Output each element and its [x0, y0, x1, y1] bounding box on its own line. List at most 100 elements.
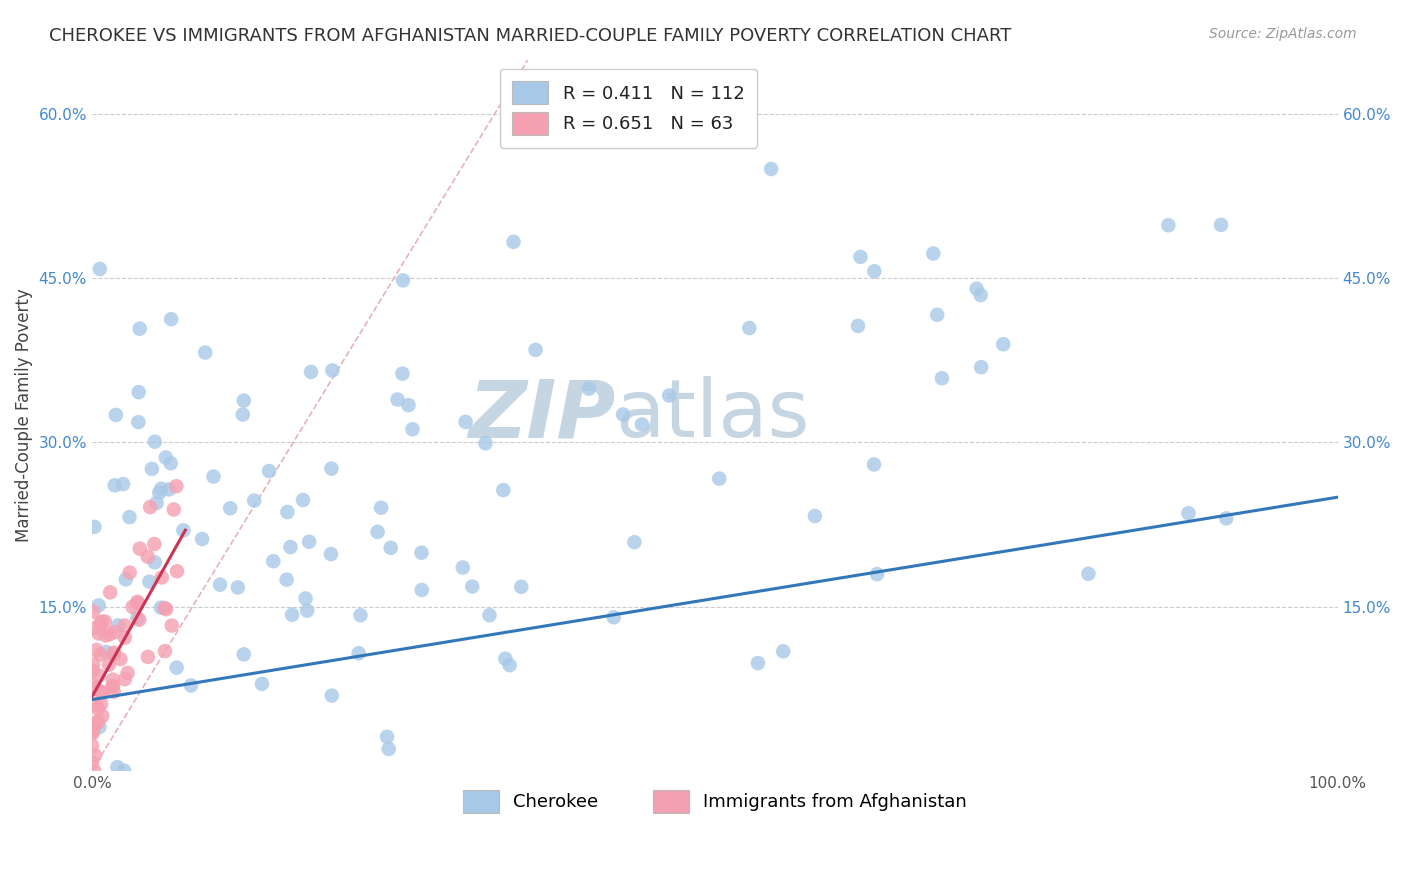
Point [83, 679, 105, 693]
Point [127, 596, 149, 610]
Point [370, 500, 392, 515]
Point [931, 371, 953, 385]
Point [83, 715, 105, 730]
Point [319, 547, 342, 561]
Point [922, 246, 945, 260]
Point [602, 610, 624, 624]
Point [658, 388, 681, 402]
Point [128, 321, 150, 335]
Point [970, 288, 993, 302]
Point [1157, 218, 1180, 232]
Point [804, 509, 827, 524]
Point [118, 566, 141, 580]
Point [87, 714, 110, 729]
Y-axis label: Married-Couple Family Poverty: Married-Couple Family Poverty [15, 288, 32, 542]
Point [846, 318, 869, 333]
Point [747, 656, 769, 670]
Point [243, 493, 266, 508]
Point [84, 681, 107, 696]
Point [232, 648, 254, 662]
Point [391, 367, 413, 381]
Point [738, 321, 761, 335]
Point [623, 535, 645, 549]
Point [91, 685, 114, 699]
Point [150, 482, 173, 496]
Point [219, 501, 242, 516]
Point [127, 611, 149, 625]
Point [157, 483, 180, 497]
Point [89, 262, 111, 277]
Point [160, 618, 183, 632]
Point [117, 665, 139, 680]
Point [321, 689, 343, 703]
Text: ZIP: ZIP [468, 376, 614, 454]
Point [107, 618, 129, 632]
Point [298, 534, 321, 549]
Point [166, 660, 188, 674]
Point [83, 520, 105, 534]
Point [159, 456, 181, 470]
Point [321, 461, 343, 475]
Point [280, 540, 302, 554]
Point [98, 585, 121, 599]
Point [1177, 506, 1199, 520]
Point [155, 602, 177, 616]
Point [114, 618, 136, 632]
Point [578, 382, 600, 396]
Point [136, 549, 159, 564]
Point [82, 718, 104, 732]
Point [927, 308, 949, 322]
Point [114, 572, 136, 586]
Point [104, 408, 127, 422]
Point [291, 493, 314, 508]
Point [136, 649, 159, 664]
Point [128, 541, 150, 556]
Point [232, 393, 254, 408]
Point [104, 478, 127, 492]
Point [709, 472, 731, 486]
Point [299, 365, 322, 379]
Point [112, 764, 135, 778]
Point [89, 616, 111, 631]
Point [226, 581, 249, 595]
Point [202, 469, 225, 483]
Point [148, 485, 170, 500]
Point [103, 684, 125, 698]
Point [367, 524, 389, 539]
Point [321, 363, 343, 377]
Point [970, 360, 993, 375]
Point [510, 580, 533, 594]
Point [103, 648, 125, 662]
Point [90, 697, 112, 711]
Point [94, 615, 117, 629]
Point [86, 643, 108, 657]
Point [128, 613, 150, 627]
Point [631, 417, 654, 432]
Point [863, 458, 886, 472]
Point [387, 392, 409, 407]
Point [380, 541, 402, 555]
Point [474, 436, 496, 450]
Point [82, 724, 104, 739]
Point [160, 312, 183, 326]
Point [107, 760, 129, 774]
Point [84, 748, 107, 763]
Point [90, 615, 112, 629]
Point [145, 496, 167, 510]
Point [232, 408, 254, 422]
Point [498, 658, 520, 673]
Point [84, 717, 107, 731]
Point [91, 709, 114, 723]
Point [849, 250, 872, 264]
Point [118, 510, 141, 524]
Point [127, 415, 149, 429]
Point [143, 434, 166, 449]
Point [153, 601, 176, 615]
Point [375, 730, 398, 744]
Point [143, 555, 166, 569]
Point [461, 580, 484, 594]
Point [295, 604, 318, 618]
Point [82, 726, 104, 740]
Point [127, 595, 149, 609]
Point [392, 273, 415, 287]
